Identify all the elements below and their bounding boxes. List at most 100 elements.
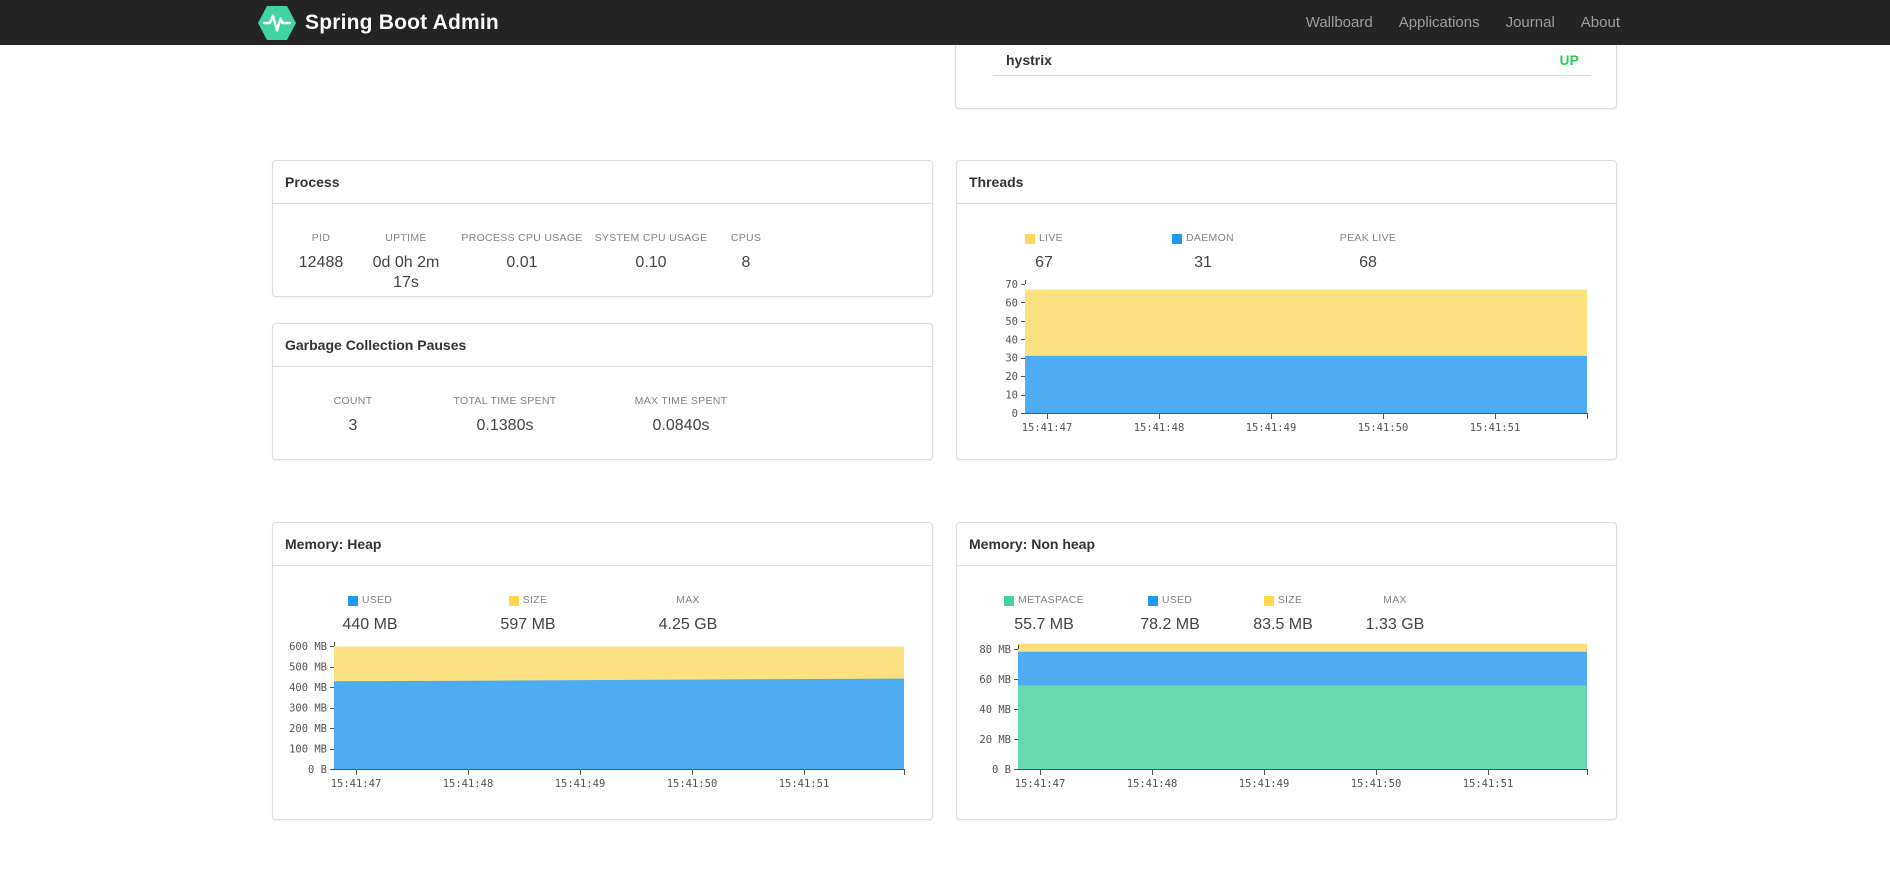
legend-label: METASPACE bbox=[1018, 594, 1084, 606]
legend-column: USED 78.2 MB bbox=[1121, 594, 1219, 635]
legend-column: SIZE 597 MB bbox=[457, 594, 599, 635]
area-metaspace bbox=[1018, 685, 1587, 769]
x-tick-label: 15:41:47 bbox=[331, 778, 382, 790]
process-stats: PID 12488 UPTIME 0d 0h 2m 17s PROCESS CP… bbox=[273, 232, 932, 293]
chart-axes bbox=[1014, 645, 1588, 775]
legend-label: LIVE bbox=[1039, 232, 1063, 244]
legend-value: 55.7 MB bbox=[1014, 616, 1074, 633]
nonheap-chart-svg: 0 B 20 MB 40 MB 60 MB 80 MB 15:41:47 15:41:48 1… bbox=[979, 643, 1588, 790]
legend-label: MAX bbox=[1383, 594, 1407, 606]
x-tick-label: 15:41:51 bbox=[1470, 422, 1521, 434]
health-panel: hystrix UP bbox=[955, 45, 1617, 109]
legend-column: DAEMON 31 bbox=[1121, 232, 1285, 273]
app-brand[interactable]: Spring Boot Admin bbox=[257, 0, 499, 45]
legend-value: 1.33 GB bbox=[1365, 616, 1425, 633]
x-tick-label: 15:41:51 bbox=[779, 778, 830, 790]
y-tick-label: 60 MB bbox=[979, 674, 1011, 686]
y-tick-label: 60 bbox=[1005, 297, 1018, 309]
chart-areas bbox=[334, 646, 904, 769]
y-tick-label: 10 bbox=[1005, 390, 1018, 402]
x-tick-label: 15:41:47 bbox=[1022, 422, 1073, 434]
stat-label: PID bbox=[311, 232, 331, 244]
legend-column: METASPACE 55.7 MB bbox=[967, 594, 1121, 635]
legend-column: LIVE 67 bbox=[967, 232, 1121, 273]
y-tick-label: 80 MB bbox=[979, 644, 1011, 656]
stat-label: SYSTEM CPU USAGE bbox=[594, 232, 708, 244]
y-tick-label: 0 B bbox=[992, 764, 1011, 776]
stat-value: 0.01 bbox=[506, 254, 538, 271]
stat-label: PROCESS CPU USAGE bbox=[461, 232, 583, 244]
app-title: Spring Boot Admin bbox=[305, 10, 499, 34]
panel-title: Memory: Non heap bbox=[957, 523, 1616, 566]
x-tick-label: 15:41:50 bbox=[667, 778, 718, 790]
panel-title: Garbage Collection Pauses bbox=[273, 324, 932, 367]
chart-axes bbox=[1021, 280, 1588, 419]
legend-value: 83.5 MB bbox=[1253, 616, 1313, 633]
memory-nonheap-panel: Memory: Non heap METASPACE 55.7 MB USED … bbox=[956, 522, 1617, 820]
stat-label: CPUS bbox=[730, 232, 762, 244]
legend-value: 78.2 MB bbox=[1140, 616, 1200, 633]
legend-swatch bbox=[1147, 595, 1158, 606]
health-status-badge: UP bbox=[1559, 52, 1579, 68]
health-row-hystrix: hystrix UP bbox=[993, 45, 1591, 76]
y-tick-label: 100 MB bbox=[289, 744, 327, 756]
threads-chart-svg: 0 10 20 30 40 50 60 70 15:41:47 15:41:48 15:41:49 1… bbox=[1005, 279, 1588, 434]
stat-label: COUNT bbox=[333, 395, 373, 407]
y-tick-label: 200 MB bbox=[289, 723, 327, 735]
y-tick-label: 20 MB bbox=[979, 734, 1011, 746]
legend-column: SIZE 83.5 MB bbox=[1219, 594, 1347, 635]
x-tick-label: 15:41:48 bbox=[1134, 422, 1185, 434]
navbar-link[interactable]: Wallboard bbox=[1305, 14, 1373, 31]
legend-label: SIZE bbox=[522, 594, 548, 606]
stat-column: COUNT 3 bbox=[283, 395, 423, 436]
navbar: Spring Boot Admin Wallboard Applications J… bbox=[0, 0, 1890, 45]
legend-label: MAX bbox=[676, 594, 700, 606]
x-tick-label: 15:41:48 bbox=[443, 778, 494, 790]
nonheap-legend: METASPACE 55.7 MB USED 78.2 MB SIZE 83.5… bbox=[957, 594, 1616, 635]
memory-heap-chart: 0 B 100 MB 200 MB 300 MB 400 MB 500 MB 600 MB 1… bbox=[273, 641, 918, 800]
x-tick-label: 15:41:51 bbox=[1463, 778, 1514, 790]
chart-areas bbox=[1025, 289, 1587, 413]
legend-column: USED 440 MB bbox=[283, 594, 457, 635]
memory-heap-panel: Memory: Heap USED 440 MB SIZE 597 MB MAX… bbox=[272, 522, 933, 820]
panel-title: Memory: Heap bbox=[273, 523, 932, 566]
legend-swatch bbox=[347, 595, 358, 606]
stat-column: CPUS 8 bbox=[711, 232, 781, 293]
legend-column: MAX 1.33 GB bbox=[1347, 594, 1443, 635]
stat-value: 8 bbox=[741, 254, 751, 271]
stat-value: 0.1380s bbox=[476, 417, 534, 434]
process-panel: Process PID 12488 UPTIME 0d 0h 2m 17s PR… bbox=[272, 160, 933, 297]
legend-label: USED bbox=[361, 594, 393, 606]
navbar-link[interactable]: About bbox=[1580, 14, 1620, 31]
app-logo-icon bbox=[257, 5, 297, 41]
chart-areas bbox=[1018, 643, 1587, 769]
y-tick-label: 300 MB bbox=[289, 703, 327, 715]
x-tick-label: 15:41:49 bbox=[555, 778, 606, 790]
stat-label: UPTIME bbox=[385, 232, 427, 244]
y-tick-label: 50 bbox=[1005, 316, 1018, 328]
x-tick-label: 15:41:48 bbox=[1127, 778, 1178, 790]
area-used bbox=[334, 678, 904, 769]
stat-label: TOTAL TIME SPENT bbox=[453, 395, 557, 407]
legend-label: PEAK LIVE bbox=[1339, 232, 1397, 244]
navbar-link[interactable]: Applications bbox=[1398, 14, 1480, 31]
navbar-link[interactable]: Journal bbox=[1505, 14, 1555, 31]
threads-legend: LIVE 67 DAEMON 31 PEAK LIVE 68 bbox=[957, 232, 1616, 273]
stat-column: MAX TIME SPENT 0.0840s bbox=[587, 395, 775, 436]
legend-swatch bbox=[508, 595, 519, 606]
x-tick-label: 15:41:49 bbox=[1239, 778, 1290, 790]
panel-title: Process bbox=[273, 161, 932, 204]
y-tick-label: 400 MB bbox=[289, 682, 327, 694]
area-daemon bbox=[1025, 355, 1587, 413]
legend-value: 440 MB bbox=[342, 616, 398, 633]
stat-value: 3 bbox=[348, 417, 358, 434]
legend-swatch bbox=[1263, 595, 1274, 606]
stat-column: TOTAL TIME SPENT 0.1380s bbox=[423, 395, 587, 436]
legend-column: MAX 4.25 GB bbox=[599, 594, 777, 635]
stat-label: MAX TIME SPENT bbox=[634, 395, 728, 407]
stat-column: PROCESS CPU USAGE 0.01 bbox=[453, 232, 591, 293]
navbar-links: Wallboard Applications Journal About bbox=[1293, 0, 1620, 45]
y-tick-label: 0 B bbox=[308, 764, 327, 776]
legend-label: SIZE bbox=[1277, 594, 1303, 606]
heap-chart-svg: 0 B 100 MB 200 MB 300 MB 400 MB 500 MB 600 MB 1… bbox=[289, 641, 905, 790]
